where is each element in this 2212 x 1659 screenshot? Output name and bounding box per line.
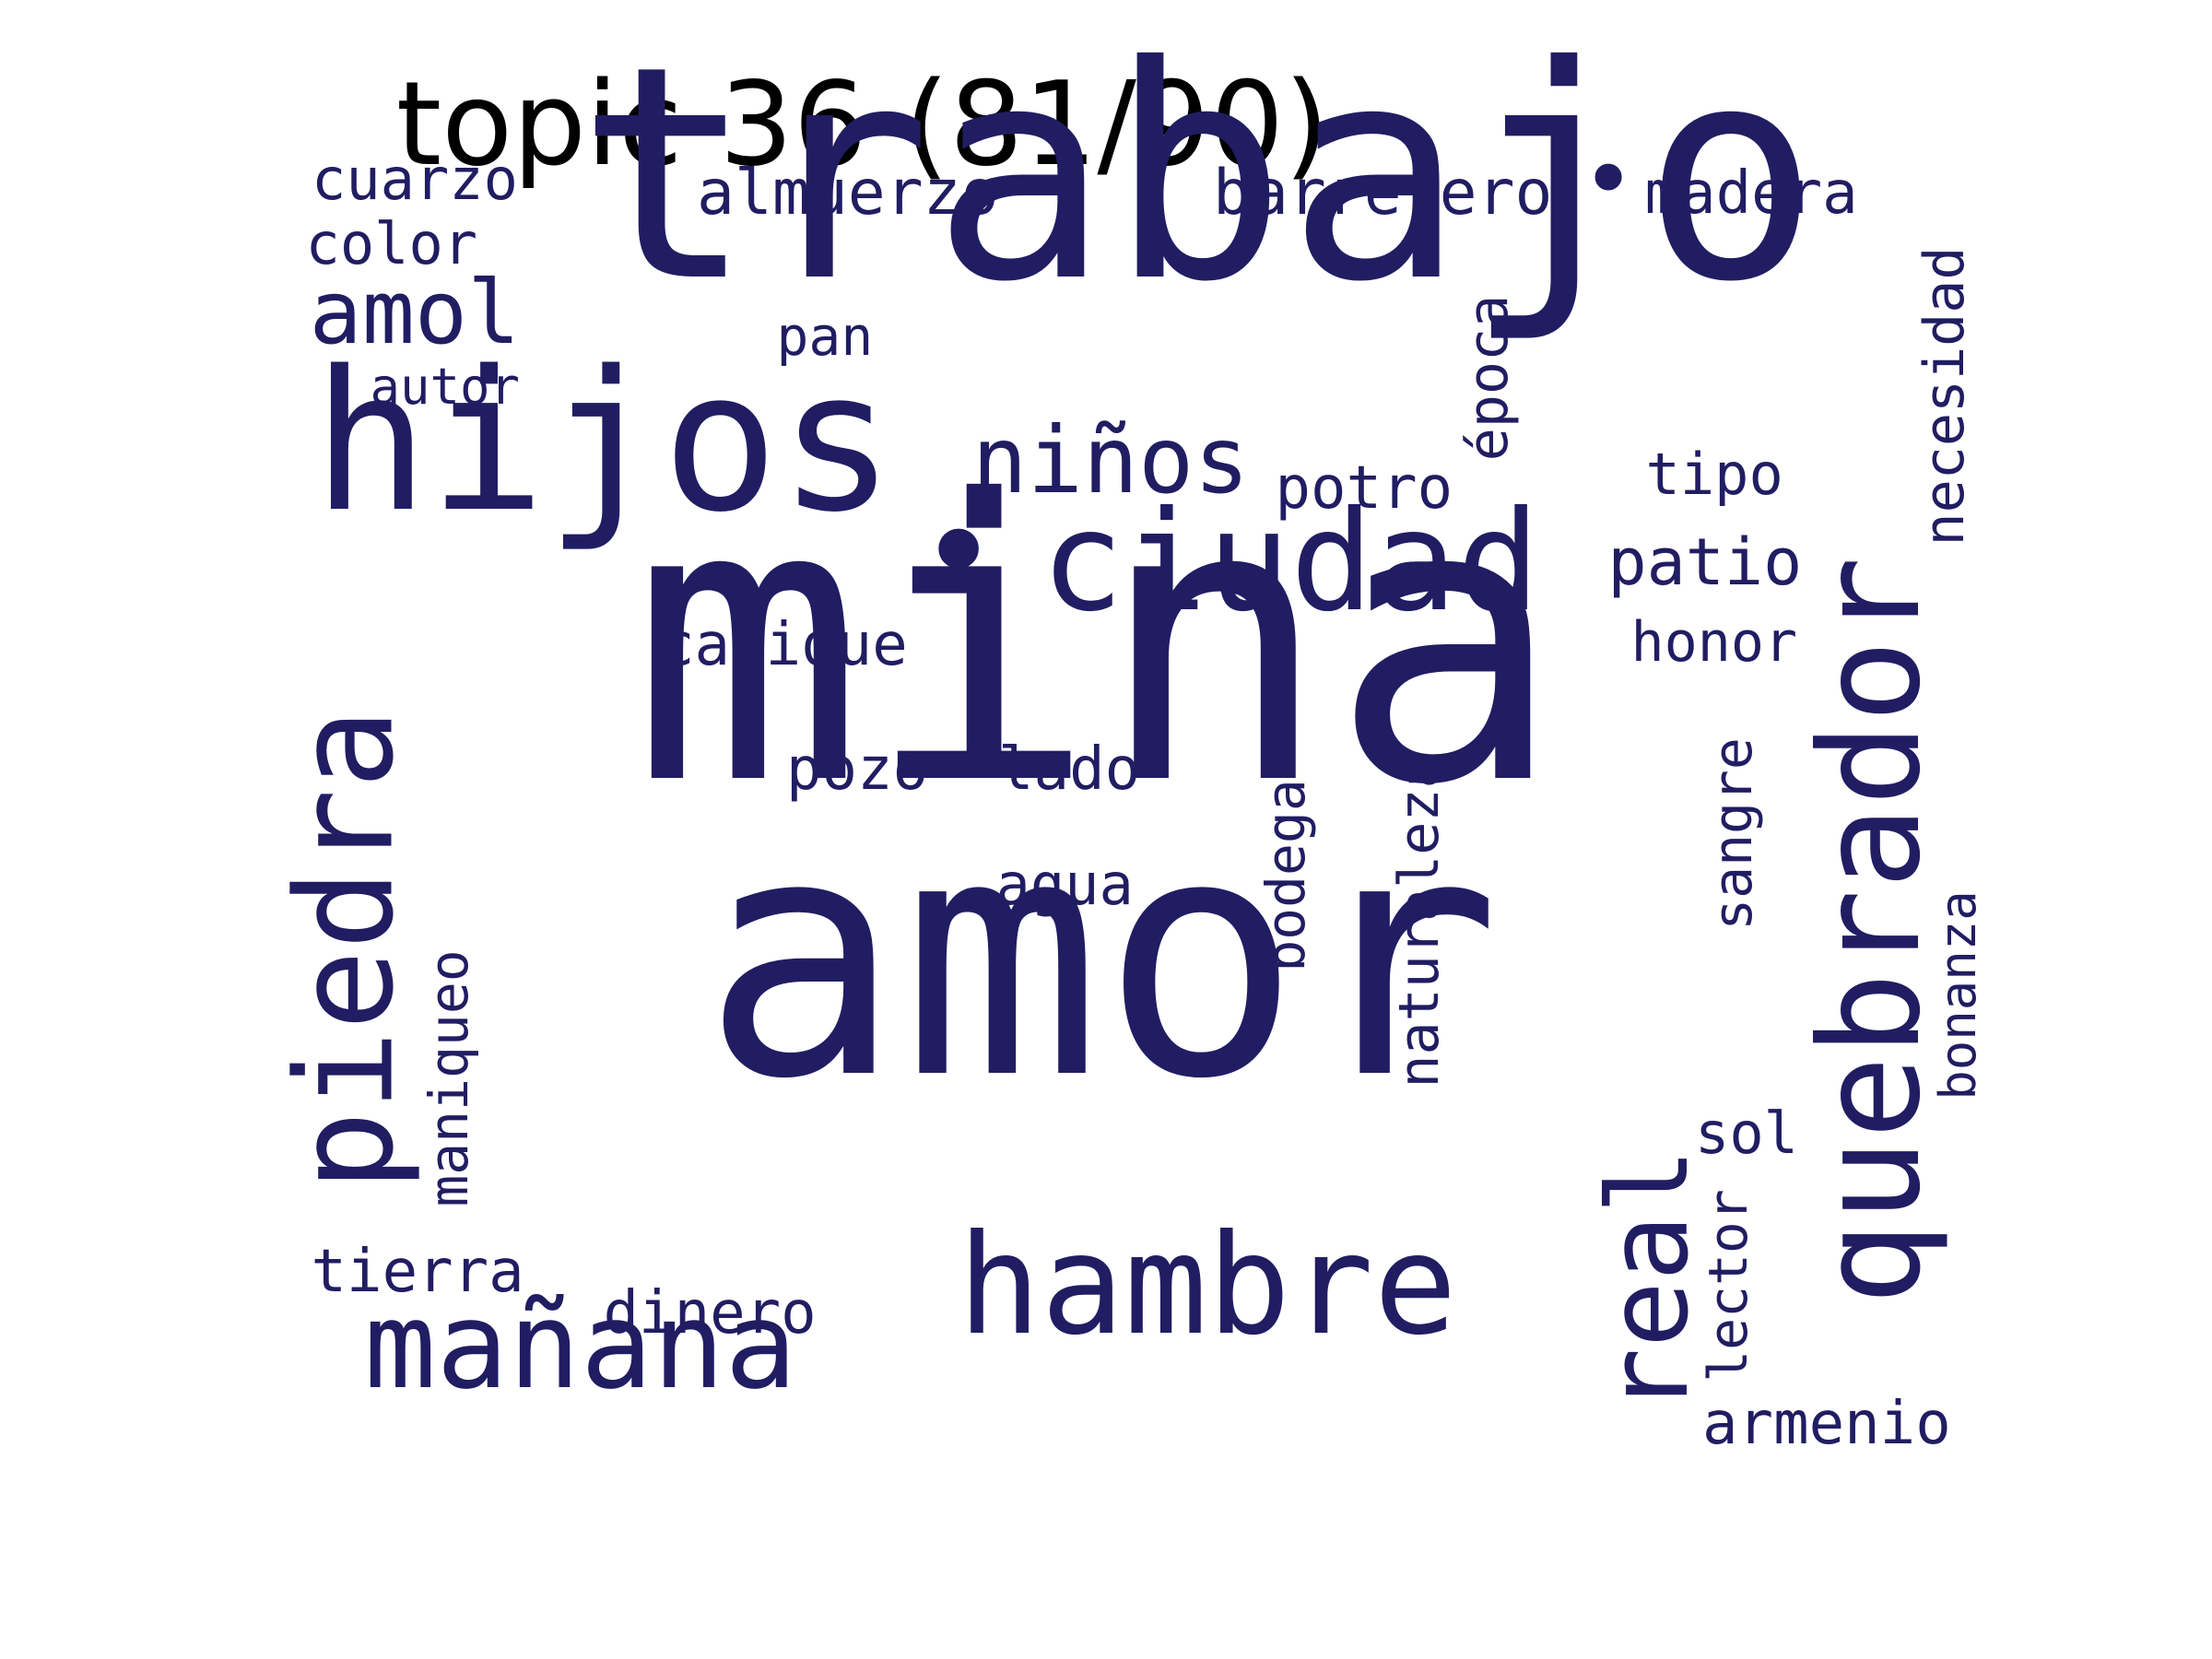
- word-autor: autor: [370, 358, 521, 416]
- word-pozo: pozo: [786, 735, 929, 804]
- word-epoca: época: [1456, 294, 1521, 462]
- word-ciudad: ciudad: [1041, 482, 1540, 642]
- word-cacique: cacique: [659, 611, 908, 679]
- word-cuarzo: cuarzo: [312, 146, 518, 213]
- word-agua: agua: [995, 851, 1134, 918]
- word-bonanza: bonanza: [1929, 890, 1987, 1100]
- word-dot_ciudad: •: [917, 473, 1001, 633]
- word-manana: mañana: [364, 1276, 797, 1416]
- figure-title: topic 36 (81/90): [395, 56, 1330, 192]
- word-dinero: dinero: [603, 1279, 817, 1347]
- word-sol: sol: [1695, 1100, 1798, 1167]
- word-armenio: armenio: [1702, 1390, 1951, 1458]
- word-quebrador: quebrador: [1791, 556, 1951, 1306]
- word-honor: honor: [1630, 610, 1798, 675]
- word-patio: patio: [1607, 524, 1803, 600]
- word-bodega: bodega: [1254, 779, 1317, 972]
- word-sangre: sangre: [1701, 737, 1764, 931]
- word-almuerzo: almuerzo: [697, 157, 999, 229]
- word-amor: amor: [701, 765, 1501, 1151]
- word-color: color: [305, 210, 478, 277]
- word-tipo: tipo: [1645, 441, 1783, 508]
- word-hijos: hijos: [312, 329, 896, 555]
- word-ninos: niños: [971, 406, 1250, 514]
- word-mina: mina: [630, 419, 1563, 870]
- word-naturaleza: naturaleza: [1387, 755, 1452, 1088]
- word-barretero: barretero: [1213, 157, 1553, 229]
- word-maniqueo: maniqueo: [418, 949, 480, 1207]
- word-amol: amol: [309, 262, 521, 364]
- word-dot_trabajo: •: [1581, 125, 1637, 233]
- word-pan: pan: [776, 305, 874, 368]
- word-lado: lado: [998, 735, 1141, 804]
- word-trabajo: trabajo: [576, 4, 1820, 347]
- word-real: real: [1585, 1147, 1713, 1415]
- word-madera: madera: [1644, 159, 1858, 228]
- word-lector: lector: [1697, 1189, 1759, 1382]
- word-hambre: hambre: [958, 1206, 1457, 1366]
- word-piedra: piedra: [267, 708, 424, 1191]
- word-necesidad: necesidad: [1912, 246, 1977, 547]
- word-potro: potro: [1275, 454, 1453, 523]
- word-tierra: tierra: [311, 1238, 524, 1306]
